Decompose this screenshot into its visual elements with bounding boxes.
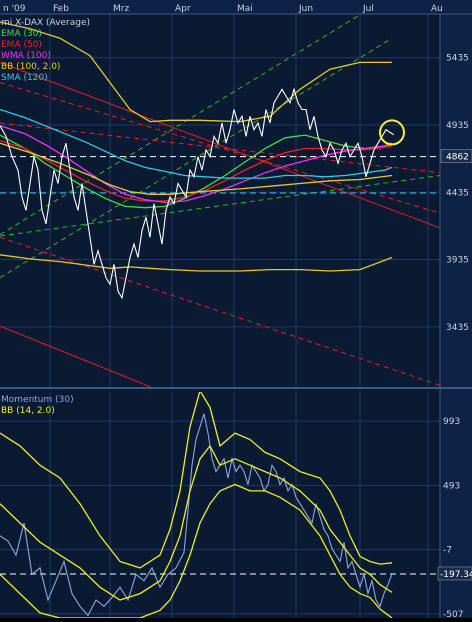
x-tick-label: n '09 — [3, 4, 26, 14]
legend-item: EMA (50) — [1, 40, 42, 50]
bb100-lower-line — [0, 254, 393, 272]
legend-item: WMA (100) — [1, 51, 51, 61]
price-plot[interactable] — [0, 0, 440, 388]
momentum-y-axis-labels: 993 493 -7 -507 -197.34 — [437, 417, 472, 620]
legend-item: SMA (120) — [1, 73, 48, 83]
legend-item: mi X-DAX (Average) — [1, 18, 90, 28]
trend-line — [0, 61, 440, 229]
momentum-last-value-box — [437, 566, 472, 581]
x-axis-labels: n '09 Feb Mrz Apr Mai Jun Jul Au — [3, 4, 443, 14]
last-value-label: 4862 — [446, 153, 469, 163]
legend-item: BB (100, 2.0) — [1, 62, 60, 72]
highlight-circle — [379, 119, 405, 146]
x-tick-label: Mai — [237, 4, 253, 14]
ema50-line — [0, 139, 393, 202]
bb100-upper-line — [0, 21, 392, 123]
momentum-plot[interactable] — [0, 391, 440, 618]
momentum-bb-line — [0, 483, 393, 618]
y-tick-label: -7 — [443, 546, 452, 556]
trend-line — [0, 14, 363, 236]
y-tick-label: 3935 — [446, 256, 469, 266]
y-tick-label: 3435 — [446, 323, 469, 333]
x-tick-label: Feb — [53, 4, 69, 14]
trend-line — [0, 325, 151, 388]
wma100-line — [0, 125, 393, 204]
grid-lines — [0, 14, 440, 618]
y-axis-panel — [440, 14, 472, 618]
y-tick-label: 4935 — [446, 121, 469, 131]
price-y-axis-labels: 5435 4935 4435 3935 3435 4862 — [440, 54, 472, 333]
y-tick-label: 493 — [443, 481, 460, 491]
y-tick-label: 993 — [443, 417, 460, 427]
x-tick-label: Jul — [362, 4, 374, 14]
momentum-bb-line — [0, 392, 393, 569]
x-tick-label: Mrz — [113, 4, 129, 14]
legend-item: Momentum (30) — [1, 395, 74, 405]
trend-line — [0, 174, 440, 237]
y-tick-label: -507 — [443, 610, 463, 618]
trend-line — [0, 122, 440, 174]
legend-item: BB (14, 2.0) — [1, 406, 55, 416]
legend-item: EMA (30) — [1, 29, 42, 39]
momentum-last-value-label: -197.34 — [440, 570, 472, 580]
trend-line — [0, 37, 393, 279]
momentum-line — [0, 413, 393, 617]
y-tick-label: 4435 — [446, 188, 469, 198]
momentum-legend: Momentum (30)BB (14, 2.0) — [1, 395, 74, 416]
last-value-box — [440, 149, 472, 164]
sma120-line — [0, 108, 393, 179]
x-tick-label: Jun — [298, 4, 313, 14]
trend-line — [0, 82, 440, 214]
price-line — [0, 87, 395, 300]
price-legend: mi X-DAX (Average)EMA (30)EMA (50)WMA (1… — [1, 18, 90, 83]
x-axis-strip — [0, 0, 472, 14]
y-tick-label: 5435 — [446, 54, 469, 64]
momentum-bb-line — [0, 444, 393, 601]
x-tick-label: Apr — [175, 4, 191, 14]
x-tick-label: Au — [431, 4, 443, 14]
